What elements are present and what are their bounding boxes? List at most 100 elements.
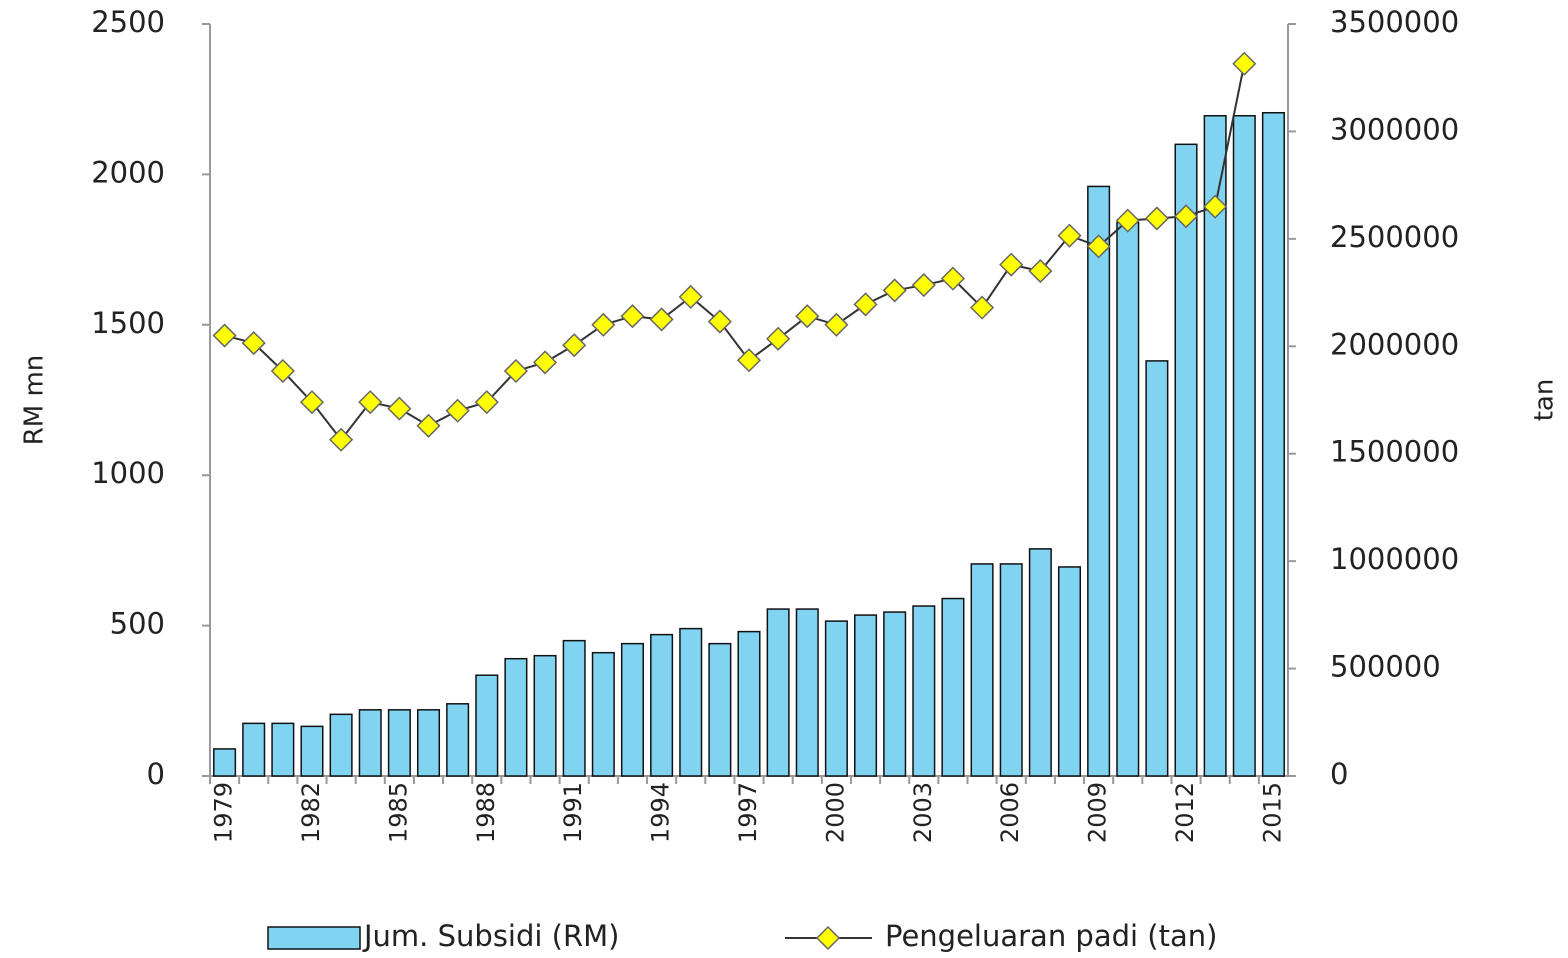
y2-tick-label: 0: [1330, 757, 1348, 791]
bar: [1087, 185, 1111, 777]
marker: [416, 413, 441, 438]
x-tick-label: 2000: [821, 782, 849, 843]
bar: [854, 614, 878, 777]
marker: [999, 252, 1024, 277]
bar: [1145, 360, 1169, 777]
marker: [970, 295, 995, 320]
marker: [620, 304, 645, 329]
marker: [795, 304, 820, 329]
marker: [1144, 206, 1169, 231]
bar: [620, 642, 644, 777]
marker: [1232, 51, 1257, 76]
x-tick-label: 1979: [210, 782, 238, 843]
bar: [737, 630, 761, 777]
marker: [1173, 204, 1199, 229]
y2-tick-label: 2000000: [1330, 327, 1459, 361]
x-tick-label: 2003: [909, 782, 937, 843]
y-tick-label: 1000: [91, 456, 165, 490]
x-tick-label: 2015: [1258, 782, 1286, 843]
x-tick-label: 1982: [297, 782, 325, 843]
y-tick-label: 1500: [91, 306, 165, 340]
bar: [824, 620, 848, 777]
bar: [562, 639, 586, 777]
x-tick-label: 2009: [1084, 782, 1112, 843]
y-tick-label: 0: [147, 757, 165, 791]
bar: [416, 709, 441, 777]
marker: [212, 323, 237, 348]
bar: [446, 703, 470, 777]
bar: [883, 611, 907, 777]
marker: [445, 398, 470, 423]
marker: [766, 326, 791, 351]
x-tick-label: 1997: [734, 782, 762, 843]
marker: [241, 331, 266, 356]
y2-tick-label: 500000: [1330, 650, 1441, 684]
bar: [591, 651, 615, 777]
marker: [358, 390, 383, 415]
bar: [213, 748, 237, 777]
bar: [795, 608, 819, 777]
marker: [736, 348, 762, 373]
bar: [242, 722, 266, 777]
marker: [911, 272, 936, 298]
x-tick-label: 1991: [559, 782, 587, 843]
y2-tick-label: 3000000: [1330, 112, 1459, 146]
marker: [591, 312, 616, 337]
marker: [707, 309, 732, 334]
bar: [912, 605, 936, 777]
x-tick-label: 1994: [647, 782, 675, 843]
bar: [1261, 111, 1285, 777]
bar: [504, 657, 528, 777]
marker: [299, 390, 325, 415]
bar: [999, 563, 1023, 777]
marker: [474, 390, 499, 415]
bar: [1057, 566, 1082, 777]
y-tick-label: 2500: [91, 5, 165, 39]
bar: [1232, 114, 1256, 777]
bar: [1174, 143, 1198, 777]
bar: [475, 674, 499, 777]
marker: [853, 292, 878, 317]
bar: [679, 627, 703, 777]
marker: [503, 358, 528, 384]
y2-axis-title: tan: [1530, 379, 1560, 422]
legend-label: Jum. Subsidi (RM): [362, 919, 619, 953]
bar: [387, 709, 411, 777]
bar: [941, 597, 965, 777]
x-tick-label: 1985: [384, 782, 412, 843]
marker: [270, 358, 295, 384]
marker: [1086, 234, 1111, 259]
bar: [708, 642, 732, 777]
bar: [271, 722, 295, 777]
legend-swatch: [267, 926, 361, 950]
bar: [650, 633, 674, 777]
marker: [562, 333, 587, 358]
y2-tick-label: 1000000: [1330, 542, 1459, 576]
y-axis-title: RM mn: [20, 355, 50, 446]
marker: [678, 284, 703, 309]
marker: [824, 312, 849, 337]
x-tick-label: 2012: [1171, 782, 1199, 843]
marker: [882, 278, 907, 303]
marker: [1057, 223, 1082, 248]
legend-swatch: [815, 925, 841, 951]
marker: [649, 307, 674, 332]
marker: [1115, 208, 1140, 233]
y2-tick-label: 3500000: [1330, 5, 1459, 39]
marker: [387, 396, 412, 421]
marker: [329, 427, 354, 452]
bar: [358, 709, 382, 777]
legend-label: Pengeluaran padi (tan): [885, 919, 1217, 953]
x-tick-label: 1988: [472, 782, 500, 843]
x-tick-label: 2006: [996, 782, 1024, 843]
y-tick-label: 2000: [91, 155, 165, 189]
marker: [940, 266, 966, 291]
bar: [533, 654, 557, 777]
bar: [329, 713, 353, 777]
bar: [1028, 548, 1052, 777]
marker: [1203, 194, 1228, 219]
bar: [970, 563, 994, 777]
bar: [300, 725, 324, 777]
bar: [766, 608, 790, 777]
